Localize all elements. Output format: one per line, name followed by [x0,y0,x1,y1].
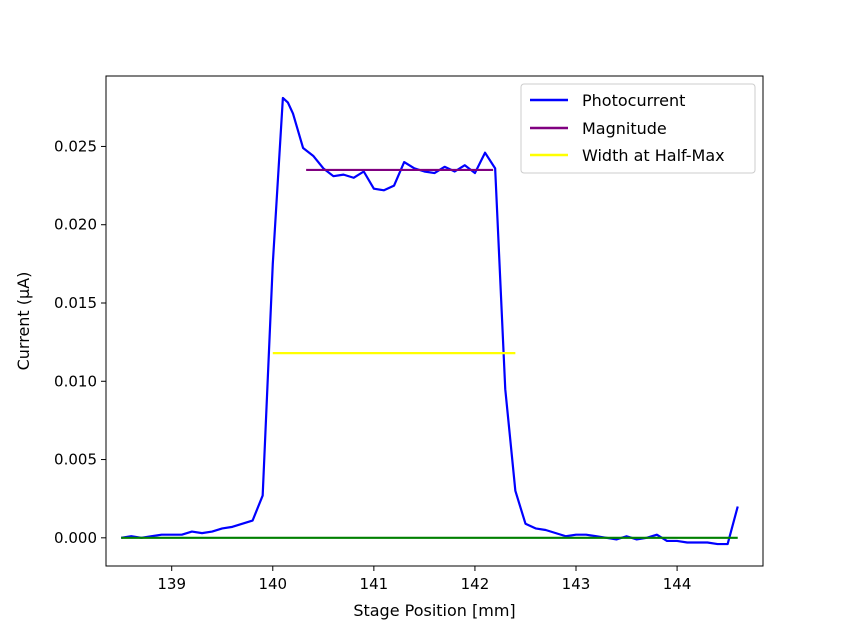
y-tick-label: 0.010 [54,372,97,390]
legend-label-width-at-half-max: Width at Half-Max [582,146,725,165]
y-tick-label: 0.005 [54,451,97,469]
x-tick-label: 140 [258,575,287,593]
legend-label-photocurrent: Photocurrent [582,91,685,110]
x-axis: 139 140 141 142 143 144 [157,566,691,593]
series-layer [120,96,739,546]
legend-label-magnitude: Magnitude [582,119,667,138]
plot-frame [105,75,764,567]
y-tick-label: 0.020 [54,216,97,234]
x-tick-label: 142 [461,575,490,593]
x-tick-label: 144 [663,575,692,593]
x-tick-label: 141 [360,575,389,593]
y-axis-label: Current (μA) [14,272,33,371]
x-tick-label: 143 [562,575,591,593]
y-tick-label: 0.000 [54,529,97,547]
legend: Photocurrent Magnitude Width at Half-Max [520,83,756,174]
x-tick-label: 139 [157,575,186,593]
y-tick-label: 0.015 [54,294,97,312]
legend-box [520,83,756,174]
y-axis: 0.000 0.005 0.010 0.015 0.020 0.025 [54,137,106,547]
x-axis-label: Stage Position [mm] [353,601,515,620]
y-tick-label: 0.025 [54,137,97,155]
